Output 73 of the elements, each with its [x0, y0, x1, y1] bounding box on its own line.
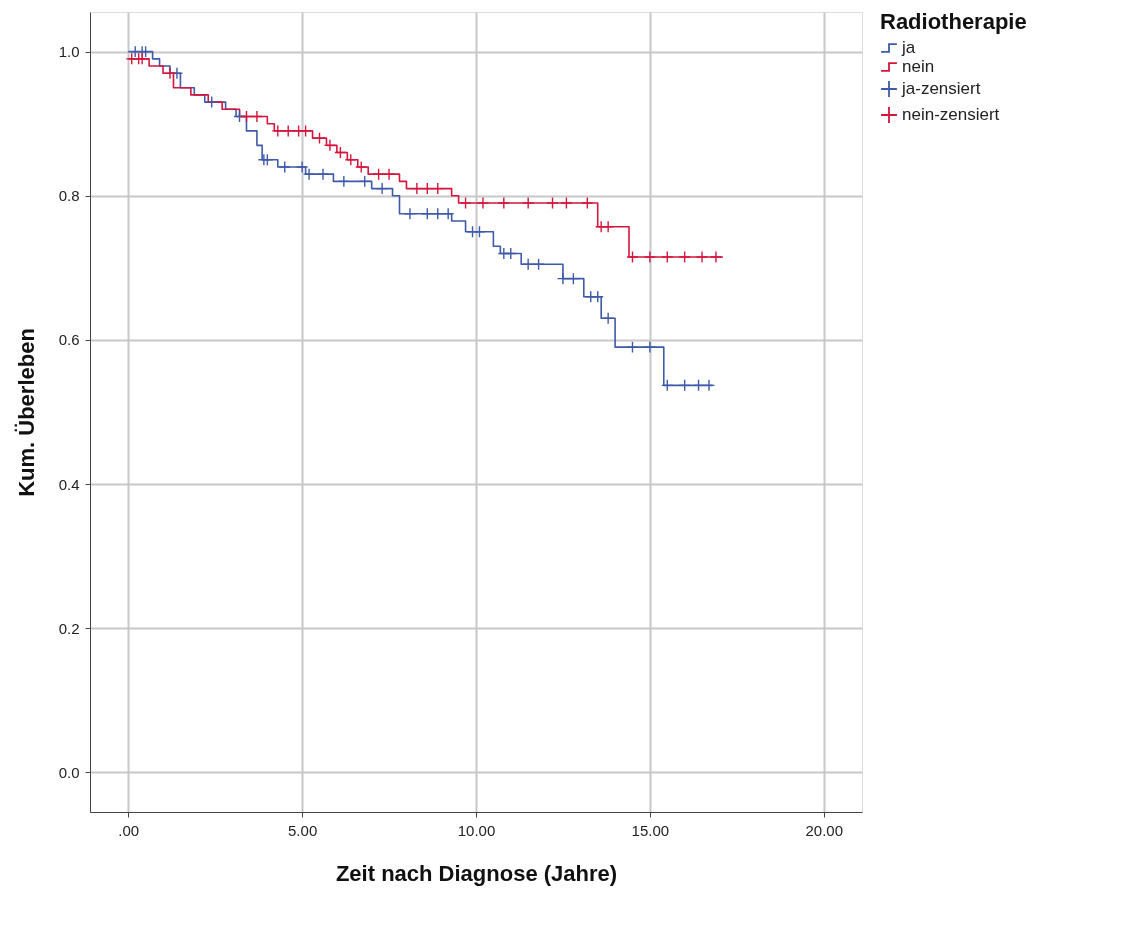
point: [431, 207, 444, 220]
point: [546, 196, 559, 210]
point: [532, 258, 545, 271]
point: [476, 196, 490, 210]
point: [313, 131, 326, 145]
point: [504, 247, 517, 260]
point: [643, 250, 657, 264]
point: [560, 196, 573, 210]
x-axis-title: Zeit nach Diagnose (Jahre): [335, 860, 618, 886]
legend-label: ja-zensiert: [901, 79, 981, 98]
point: [626, 250, 639, 264]
point: [473, 225, 486, 238]
point: [282, 124, 295, 138]
point: [678, 250, 691, 264]
point: [497, 196, 510, 210]
x-tick-label: 5.00: [288, 821, 318, 839]
point: [626, 340, 639, 354]
point: [601, 220, 615, 233]
point: [421, 207, 434, 220]
y-tick-label: 0.8: [58, 187, 80, 205]
point: [692, 379, 705, 392]
point: [261, 153, 274, 166]
point: [556, 272, 570, 285]
point: [316, 167, 330, 181]
point: [344, 153, 357, 166]
point: [271, 124, 284, 138]
y-axis-title: Kum. Überleben: [13, 328, 39, 497]
point: [661, 379, 674, 392]
point: [459, 196, 472, 210]
point: [337, 175, 351, 188]
point: [403, 207, 417, 220]
point: [709, 250, 723, 264]
point: [358, 175, 371, 188]
point: [299, 124, 312, 138]
y-tick-label: 1.0: [58, 43, 80, 61]
point: [591, 290, 604, 303]
point: [375, 182, 389, 195]
legend-label: ja: [901, 38, 916, 57]
point: [521, 258, 535, 271]
point: [567, 272, 580, 285]
x-tick-label: .00: [118, 821, 140, 839]
point: [323, 139, 337, 152]
legend-title: Radiotherapie: [880, 9, 1027, 34]
point: [661, 250, 674, 264]
point: [278, 160, 291, 174]
point: [355, 160, 368, 174]
y-tick-label: 0.2: [58, 619, 80, 637]
point: [431, 182, 444, 195]
legend-label: nein-zensiert: [902, 105, 1000, 124]
point: [702, 379, 716, 392]
point: [410, 182, 424, 195]
point: [695, 250, 709, 264]
point: [205, 95, 218, 109]
point: [581, 196, 594, 210]
point: [372, 167, 385, 181]
point: [163, 67, 177, 80]
point: [442, 207, 455, 220]
point: [240, 110, 253, 123]
y-tick-label: 0.4: [58, 475, 80, 493]
y-tick-label: 0.6: [58, 331, 80, 349]
point: [382, 167, 396, 181]
point: [521, 196, 535, 210]
point: [250, 110, 264, 123]
point: [643, 340, 657, 354]
point: [135, 52, 149, 66]
x-tick-label: 10.00: [457, 821, 496, 839]
x-tick-label: 20.00: [805, 821, 844, 839]
y-tick-label: 0.0: [58, 763, 80, 781]
x-tick-label: 15.00: [631, 821, 670, 839]
legend-label: nein: [902, 57, 935, 76]
point: [601, 312, 615, 325]
point: [678, 379, 691, 392]
point: [334, 146, 347, 159]
